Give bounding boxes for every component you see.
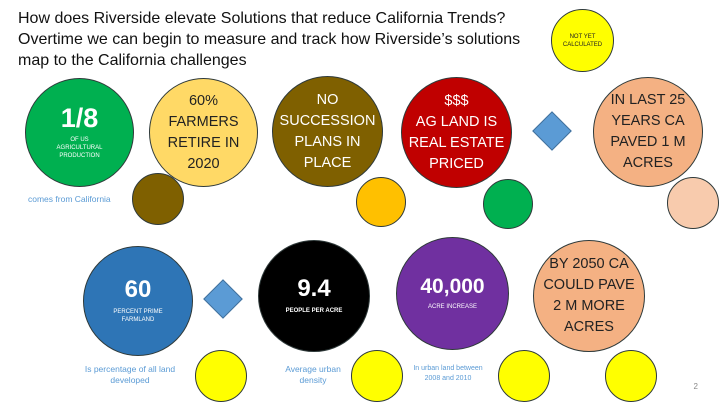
title-line: How does Riverside elevate Solutions tha… [18,10,506,27]
succession-text: SUCCESSION [279,112,376,129]
pave-2050-circle: BY 2050 CA COULD PAVE 2 M MORE ACRES [533,240,645,352]
prime-farmland-label: PERCENT PRIME [113,309,163,315]
pave-2050-text: COULD PAVE [543,277,635,293]
ag-land-text: AG LAND IS [415,113,498,130]
slide-title: How does Riverside elevate Solutions tha… [18,8,558,71]
pave-2050-text: ACRES [564,319,614,335]
urban-density-label: PEOPLE PER ACRE [285,308,343,314]
farmers-text: 60% [188,92,219,109]
diamond-icon [532,111,572,151]
caption-line: density [299,375,327,385]
indicator-circle-olive [132,173,184,225]
ag-production-caption: comes from California [28,194,111,204]
farmers-retire-circle: 60% FARMERS RETIRE IN 2020 [149,78,258,187]
not-yet-indicator-circle [498,350,550,402]
pave-2050-text: BY 2050 CA [549,256,629,272]
ag-land-priced-circle: $$$ AG LAND IS REAL ESTATE PRICED [401,77,512,188]
page-number: 2 [693,382,698,391]
farmers-text: FARMERS [168,113,239,130]
ag-land-text: PRICED [429,155,484,172]
not-yet-indicator-circle [605,350,657,402]
ag-land-text: $$$ [444,92,469,109]
not-yet-indicator-circle [351,350,403,402]
paved-acres-circle: IN LAST 25 YEARS CA PAVED 1 M ACRES [593,77,703,187]
urban-density-caption: Average urban density [268,364,358,386]
prime-farmland-label: FARMLAND [121,317,155,323]
ag-production-label: PRODUCTION [59,153,100,159]
acre-increase-label: ACRE INCREASE [427,304,477,310]
farmers-text: RETIRE IN [167,134,240,151]
acre-increase-value: 40,000 [420,275,485,298]
pave-2050-text: 2 M MORE [553,298,625,314]
paved-text: YEARS CA [611,113,685,129]
acre-increase-caption: In urban land between 2008 and 2010 [398,364,498,384]
title-line: Overtime we can begin to measure and tra… [18,31,521,48]
caption-line: developed [110,375,150,385]
caption-line: 2008 and 2010 [424,375,472,382]
ag-production-circle: 1/8 OF US AGRICULTURAL PRODUCTION [25,78,134,187]
caption-line: In urban land between [413,365,483,372]
not-yet-calculated-circle: NOT YET CALCULATED [551,9,614,72]
urban-density-circle: 9.4 PEOPLE PER ACRE [258,240,370,352]
succession-text: NO [316,91,339,108]
title-line: map to the California challenges [18,52,247,69]
ag-production-label: OF US [70,137,89,143]
diamond-icon [203,279,243,319]
not-yet-indicator-circle [195,350,247,402]
not-yet-label: NOT YET [569,33,596,40]
paved-text: ACRES [623,155,673,171]
not-yet-label: CALCULATED [562,41,603,48]
prime-farmland-caption: Is percentage of all land developed [66,364,194,386]
acre-increase-circle: 40,000 ACRE INCREASE [396,237,509,350]
indicator-circle-amber [356,177,406,227]
prime-farmland-circle: 60 PERCENT PRIME FARMLAND [83,246,193,356]
caption-line: Average urban [285,364,341,374]
indicator-circle-green [483,179,533,229]
farmers-text: 2020 [187,155,220,172]
ag-land-text: REAL ESTATE [408,134,505,151]
succession-text: PLACE [303,154,352,171]
succession-text: PLANS IN [294,133,361,150]
caption-line: Is percentage of all land [84,364,176,374]
urban-density-value: 9.4 [297,275,331,302]
paved-text: PAVED 1 M [610,134,686,150]
ag-production-label: AGRICULTURAL [56,145,103,151]
succession-plans-circle: NO SUCCESSION PLANS IN PLACE [272,76,383,187]
indicator-circle-peach [667,177,719,229]
paved-text: IN LAST 25 [610,92,686,108]
ag-production-value: 1/8 [60,103,99,133]
prime-farmland-value: 60 [124,276,152,303]
